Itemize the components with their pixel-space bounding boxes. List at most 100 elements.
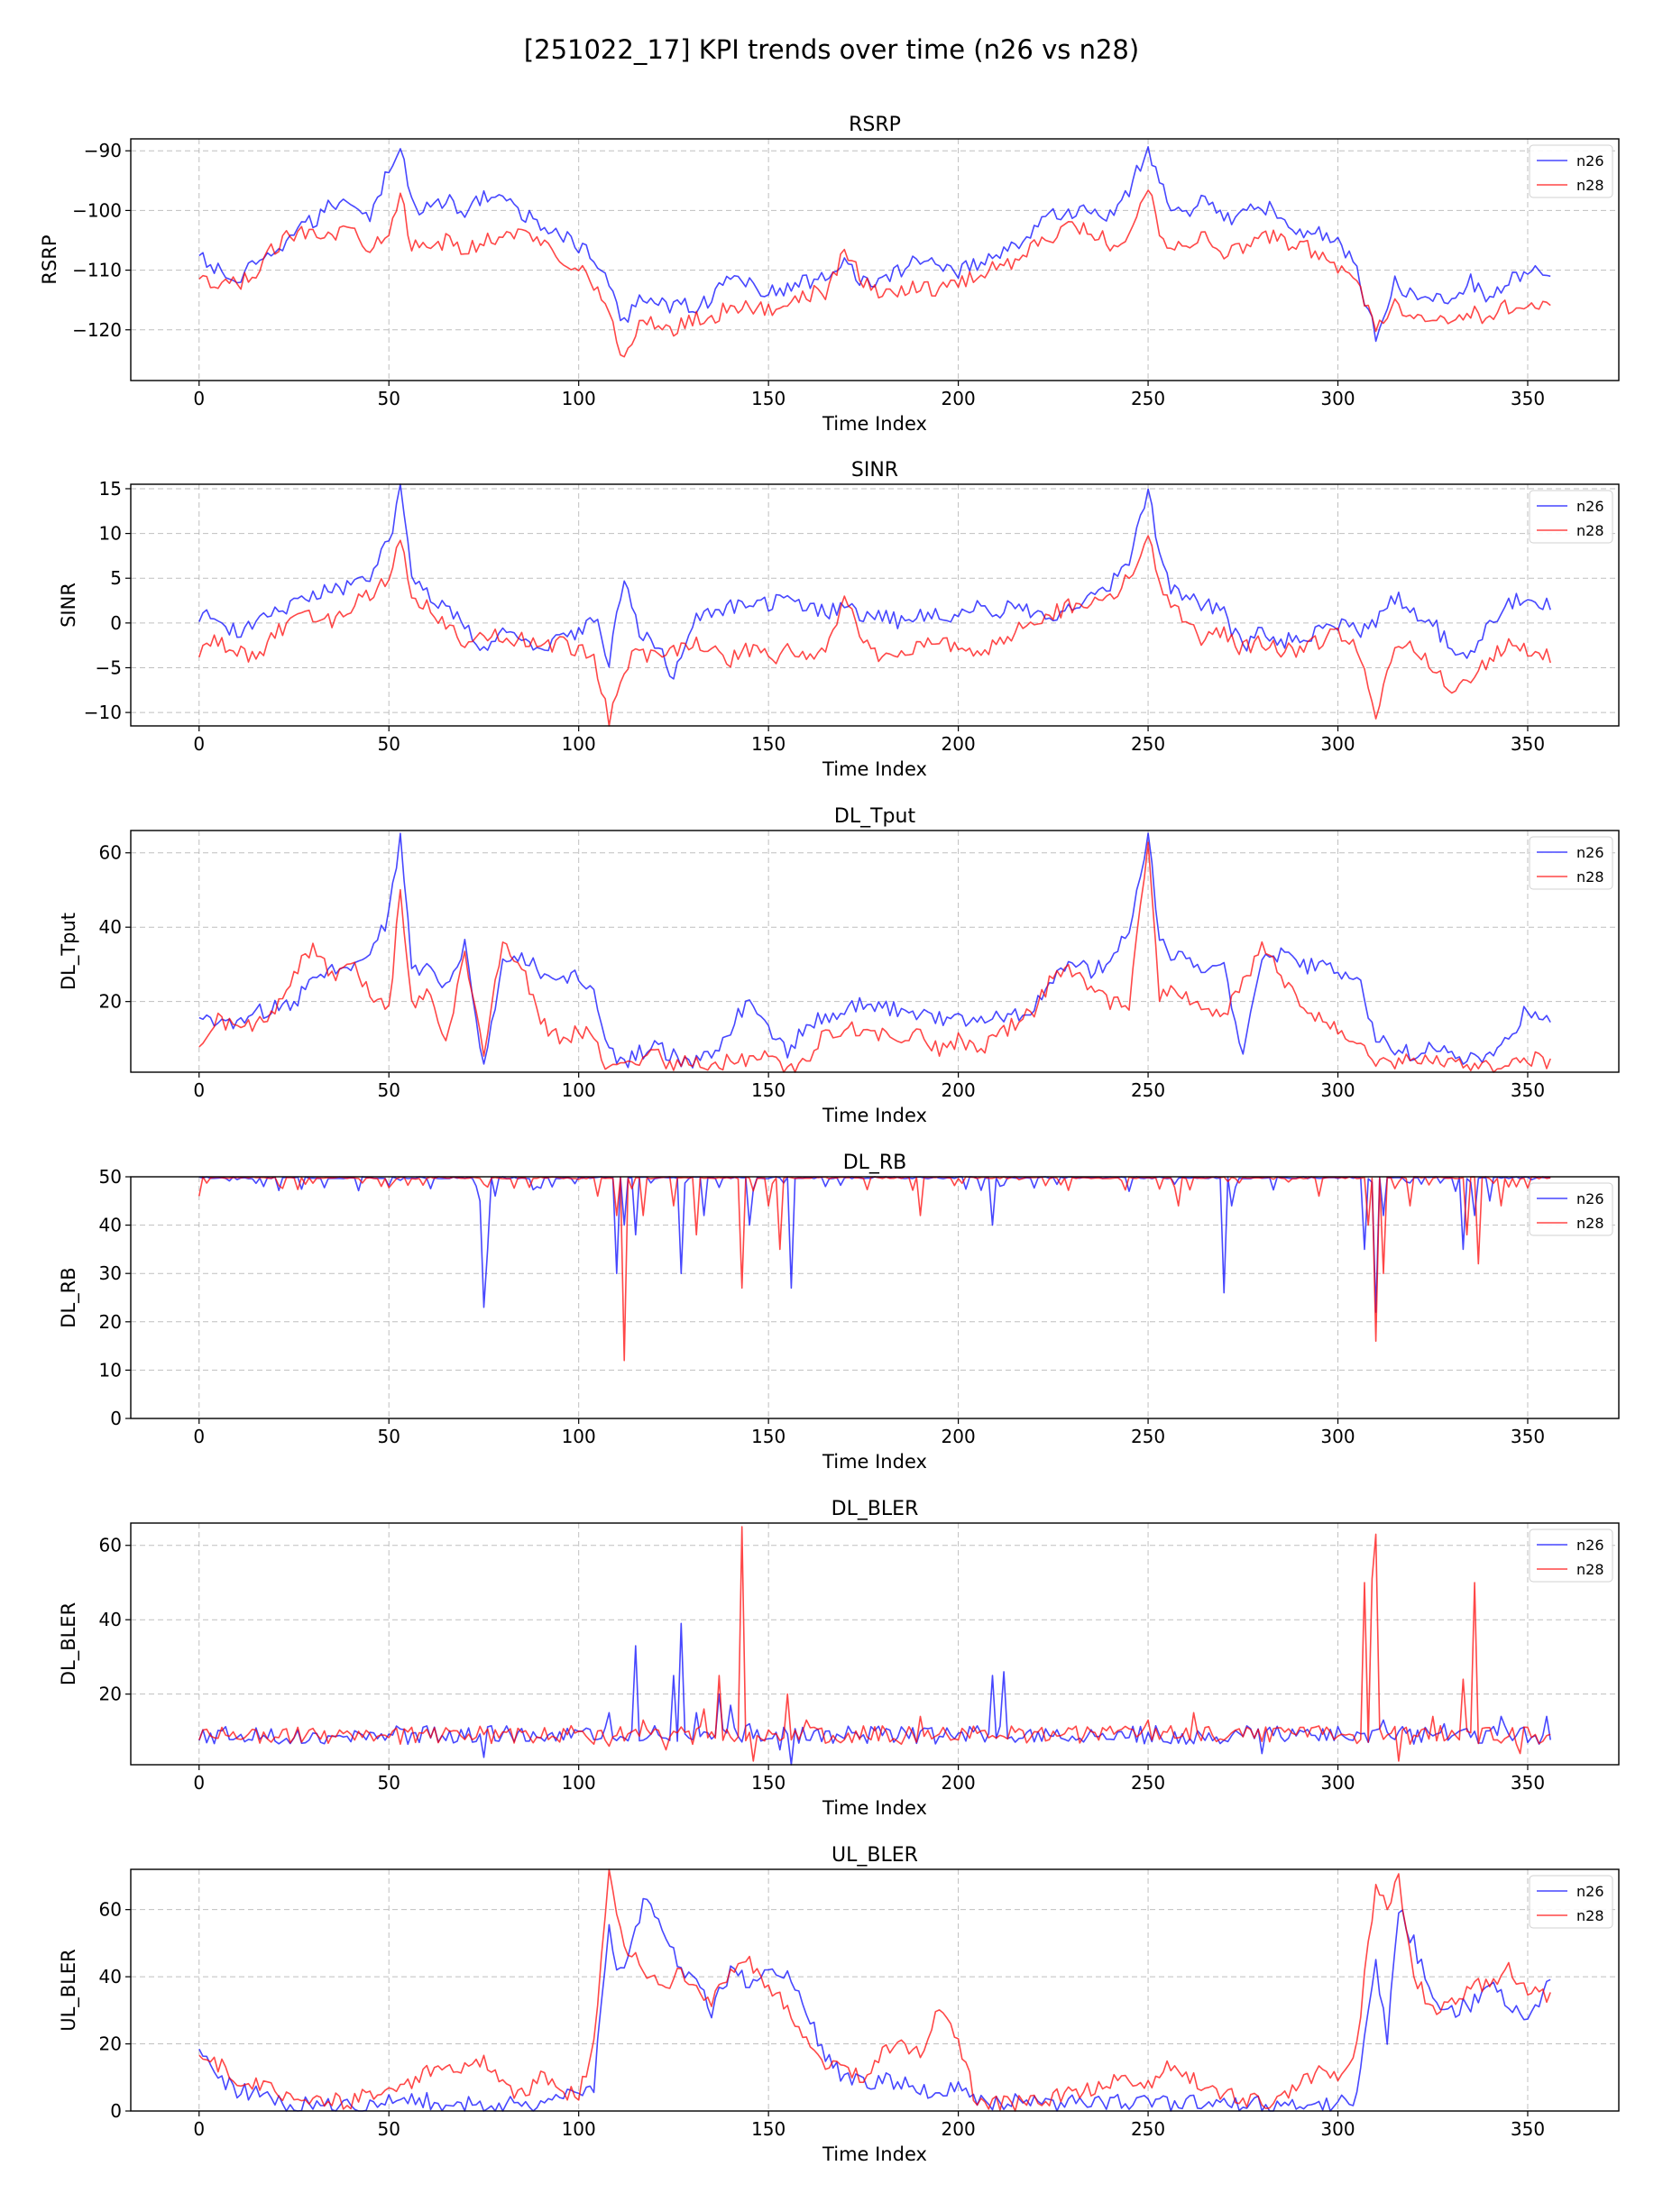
series-line-n28	[198, 1868, 1551, 2112]
x-tick-label: 300	[1320, 2118, 1355, 2140]
plot-frame	[130, 1522, 1620, 1766]
legend-label-n28: n28	[1576, 1907, 1604, 1924]
y-tick-label: 20	[99, 991, 122, 1013]
series-line-n28	[198, 189, 1551, 358]
plot-frame	[130, 483, 1620, 727]
y-tick-label: 0	[110, 1408, 122, 1429]
x-tick-label: 200	[942, 388, 976, 409]
legend-label-n26: n26	[1576, 152, 1604, 170]
x-tick-label: 150	[751, 2118, 786, 2140]
y-tick-label: 60	[99, 1535, 122, 1556]
x-tick-label: 250	[1131, 1426, 1165, 1447]
x-tick-label: 350	[1511, 733, 1545, 755]
panel-title: DL_RB	[843, 1152, 907, 1174]
x-tick-label: 50	[377, 2118, 400, 2140]
chart-panel-sinr: 0 50 100 150 200 250 300 350 −10 −5 0 5 10 15 SINR Time…	[58, 459, 1620, 780]
x-tick-label: 0	[193, 388, 205, 409]
y-tick-label: 50	[99, 1166, 122, 1188]
y-tick-label: −10	[84, 702, 122, 723]
legend-label-n26: n26	[1576, 1190, 1604, 1207]
y-tick-label: −100	[72, 199, 122, 221]
legend-label-n28: n28	[1576, 1215, 1604, 1232]
x-tick-label: 300	[1320, 1772, 1355, 1794]
y-axis-label: RSRP	[39, 234, 60, 284]
x-axis-label: Time Index	[822, 1797, 927, 1819]
x-tick-label: 100	[562, 1772, 596, 1794]
x-tick-label: 50	[377, 1079, 400, 1101]
x-tick-label: 150	[751, 733, 786, 755]
series-line-n26	[198, 483, 1551, 680]
x-tick-label: 250	[1131, 1772, 1165, 1794]
x-tick-label: 300	[1320, 1426, 1355, 1447]
x-tick-label: 350	[1511, 388, 1545, 409]
x-tick-label: 100	[562, 1079, 596, 1101]
y-tick-label: 60	[99, 842, 122, 864]
legend-label-n28: n28	[1576, 1561, 1604, 1578]
x-tick-label: 300	[1320, 733, 1355, 755]
series-line-n28	[198, 1176, 1551, 1362]
plot-frame	[130, 1868, 1620, 2112]
x-tick-label: 350	[1511, 2118, 1545, 2140]
y-tick-label: 20	[99, 2033, 122, 2055]
panel-title: UL_BLER	[832, 1844, 918, 1867]
plot-frame	[130, 1176, 1620, 1419]
chart-panel-dl_rb: 0 50 100 150 200 250 300 350 0 10 20 30 40 50 DL_RB Tim…	[58, 1152, 1620, 1473]
y-tick-label: 60	[99, 1899, 122, 1921]
y-tick-label: 15	[99, 478, 122, 500]
x-tick-label: 350	[1511, 1079, 1545, 1101]
y-tick-label: 40	[99, 1215, 122, 1236]
x-tick-label: 150	[751, 1426, 786, 1447]
y-tick-label: 0	[110, 2100, 122, 2122]
series-line-n26	[198, 832, 1551, 1069]
legend-label-n28: n28	[1576, 522, 1604, 539]
y-tick-label: 40	[99, 1609, 122, 1630]
figure-title: [251022_17] KPI trends over time (n26 vs…	[523, 34, 1140, 65]
legend-label-n26: n26	[1576, 844, 1604, 861]
x-axis-label: Time Index	[822, 1451, 927, 1473]
x-tick-label: 100	[562, 1426, 596, 1447]
x-tick-label: 50	[377, 388, 400, 409]
legend-label-n26: n26	[1576, 1537, 1604, 1554]
y-tick-label: −90	[84, 140, 122, 161]
series-line-n26	[198, 146, 1551, 343]
plot-frame	[130, 138, 1620, 381]
x-tick-label: 100	[562, 733, 596, 755]
x-axis-label: Time Index	[822, 2143, 927, 2165]
x-tick-label: 50	[377, 733, 400, 755]
x-tick-label: 350	[1511, 1772, 1545, 1794]
y-axis-label: SINR	[58, 583, 79, 628]
y-tick-label: −120	[72, 319, 122, 341]
x-tick-label: 0	[193, 1772, 205, 1794]
y-axis-label: DL_BLER	[58, 1602, 80, 1685]
series-line-n26	[198, 1897, 1551, 2112]
plot-frame	[130, 830, 1620, 1073]
panel-title: RSRP	[849, 114, 901, 136]
legend-label-n26: n26	[1576, 498, 1604, 515]
series-line-n28	[198, 1526, 1551, 1762]
x-axis-label: Time Index	[822, 758, 927, 780]
x-axis-label: Time Index	[822, 413, 927, 435]
series-line-n26	[198, 1176, 1551, 1313]
y-tick-label: 30	[99, 1262, 122, 1284]
y-axis-label: DL_Tput	[58, 913, 80, 990]
y-tick-label: 20	[99, 1684, 122, 1705]
x-tick-label: 200	[942, 1772, 976, 1794]
series-line-n28	[198, 841, 1551, 1073]
y-tick-label: 20	[99, 1311, 122, 1333]
chart-panel-dl_bler: 0 50 100 150 200 250 300 350 20 40 60 DL_BLER Time I…	[58, 1498, 1620, 1819]
x-tick-label: 200	[942, 1426, 976, 1447]
y-tick-label: −110	[72, 260, 122, 281]
series-line-n26	[198, 1622, 1551, 1766]
x-tick-label: 350	[1511, 1426, 1545, 1447]
x-tick-label: 200	[942, 733, 976, 755]
y-tick-label: 10	[99, 523, 122, 545]
x-tick-label: 0	[193, 2118, 205, 2140]
y-tick-label: 0	[110, 612, 122, 634]
x-tick-label: 0	[193, 1426, 205, 1447]
